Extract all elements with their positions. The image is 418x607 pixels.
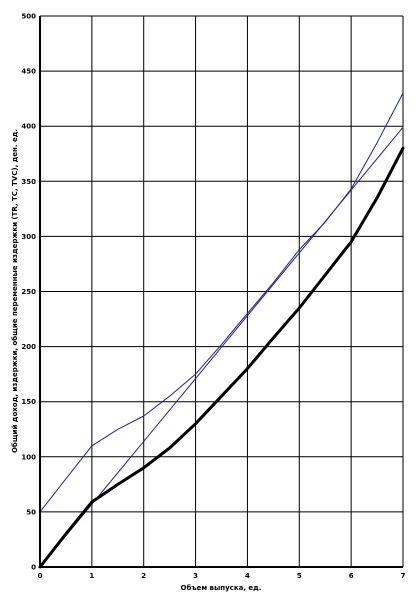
axes [39, 16, 403, 568]
series-line-2 [38, 146, 405, 569]
y-tick-label: 0 [31, 564, 36, 572]
series-line-1 [39, 92, 404, 513]
y-tick-label: 450 [21, 68, 36, 76]
series-group [38, 92, 405, 569]
x-tick-label: 4 [245, 572, 250, 580]
x-tick-label: 2 [141, 572, 146, 580]
y-tick-label: 500 [21, 13, 36, 21]
y-tick-label: 300 [21, 233, 36, 241]
y-tick-label: 150 [21, 398, 36, 406]
y-tick-label: 400 [21, 123, 36, 131]
y-tick-label: 100 [21, 453, 36, 461]
x-tick-label: 3 [193, 572, 198, 580]
tick-labels: 0 1 2 3 4 5 6 7 0 50 100 150 200 250 300 350 400 450 500 [21, 13, 405, 581]
y-tick-label: 200 [21, 343, 36, 351]
x-axis-label: Объем выпуска, ед. [181, 584, 262, 592]
x-tick-label: 7 [401, 572, 406, 580]
x-tick-label: 1 [89, 572, 94, 580]
y-tick-label: 250 [21, 288, 36, 296]
y-tick-label: 50 [26, 508, 36, 516]
y-tick-label: 350 [21, 178, 36, 186]
y-axis-label: Общий доход, издержки, общие переменные … [11, 129, 19, 453]
x-tick-label: 0 [38, 572, 43, 580]
x-tick-label: 6 [349, 572, 354, 580]
x-tick-label: 5 [297, 572, 302, 580]
